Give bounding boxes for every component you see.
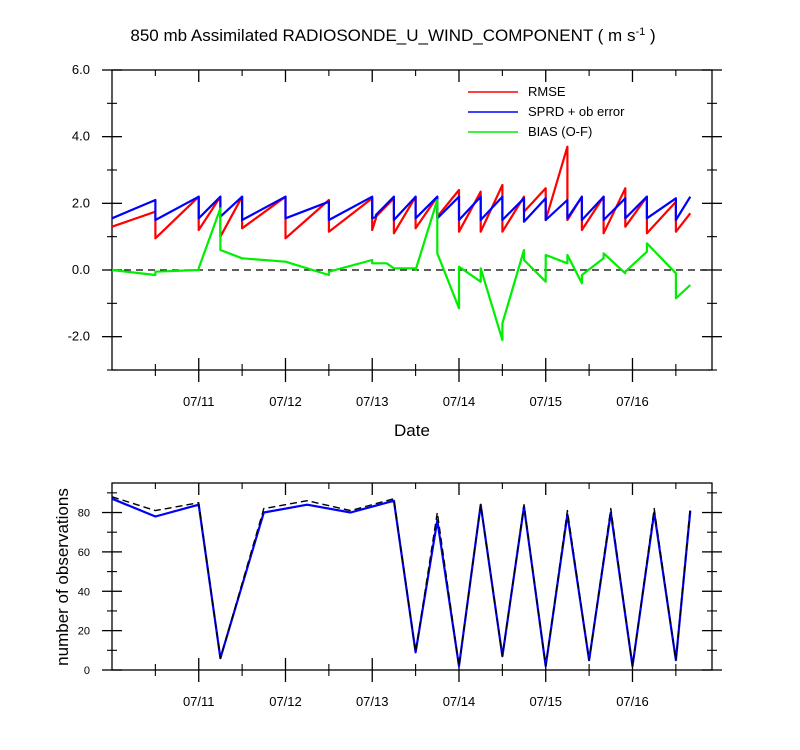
top-series-lines — [111, 145, 692, 342]
top-x-tick-labels: 07/11 07/12 07/13 07/14 07/15 07/16 — [183, 394, 649, 409]
y-tick-label: 6.0 — [72, 62, 90, 77]
top-axis-ticks — [102, 69, 722, 382]
y-tick-label: 80 — [78, 508, 90, 520]
x-tick-label: 07/14 — [443, 694, 476, 709]
y-tick-label: 0 — [84, 665, 90, 677]
y-tick-label: -2.0 — [68, 329, 90, 344]
y-tick-label: 40 — [78, 586, 90, 598]
legend-label-rmse: RMSE — [528, 84, 566, 99]
y-tick-label: 0.0 — [72, 262, 90, 277]
bottom-axis-ticks — [102, 483, 722, 682]
y-tick-label: 20 — [78, 626, 90, 638]
x-tick-label: 07/13 — [356, 694, 389, 709]
y-tick-label: 60 — [78, 547, 90, 559]
bottom-x-tick-labels: 07/11 07/12 07/13 07/14 07/15 07/16 — [183, 694, 649, 709]
y-axis-label-observations: number of observations — [53, 488, 72, 666]
legend-label-sprd: SPRD + ob error — [528, 104, 625, 119]
top-plot-frame — [111, 69, 713, 371]
legend-label-bias: BIAS (O-F) — [528, 124, 592, 139]
x-tick-label: 07/16 — [616, 694, 649, 709]
x-tick-label: 07/11 — [183, 394, 215, 409]
y-tick-label: 2.0 — [72, 195, 90, 210]
series-line-total — [111, 496, 691, 667]
bottom-y-tick-labels: 0 20 40 60 80 — [78, 508, 90, 677]
x-tick-label: 07/11 — [183, 694, 215, 709]
x-tick-label: 07/12 — [269, 694, 302, 709]
series-line-assimilated — [111, 497, 692, 668]
top-y-tick-labels: -2.0 0.0 2.0 4.0 6.0 — [68, 62, 90, 344]
x-axis-label: Date — [394, 421, 430, 440]
series-line-sprd-ob-error — [111, 195, 692, 223]
bottom-series-lines — [111, 496, 692, 668]
chart-title: 850 mb Assimilated RADIOSONDE_U_WIND_COM… — [130, 26, 655, 45]
legend: RMSE SPRD + ob error BIAS (O-F) — [468, 84, 625, 139]
series-line-rmse — [111, 145, 692, 240]
x-tick-label: 07/15 — [529, 394, 562, 409]
series-line-bias-o-f — [111, 198, 692, 342]
x-tick-label: 07/14 — [443, 394, 476, 409]
x-tick-label: 07/13 — [356, 394, 389, 409]
x-tick-label: 07/16 — [616, 394, 649, 409]
bottom-plot-frame — [111, 482, 713, 671]
y-tick-label: 4.0 — [72, 129, 90, 144]
x-tick-label: 07/15 — [529, 694, 562, 709]
x-tick-label: 07/12 — [269, 394, 302, 409]
